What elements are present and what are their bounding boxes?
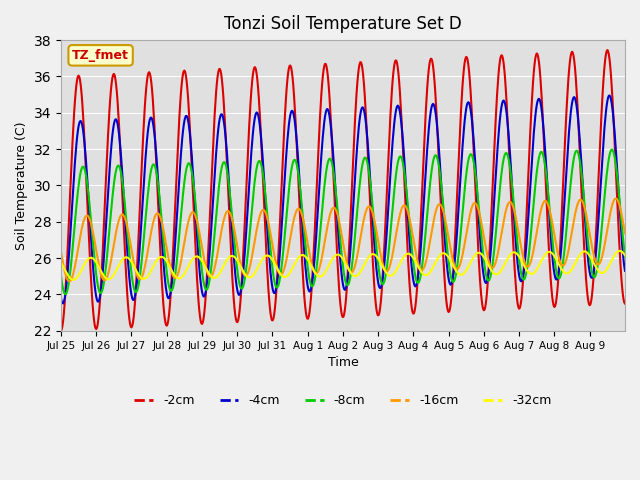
-16cm	[277, 272, 285, 277]
-8cm	[277, 270, 285, 276]
-2cm	[255, 94, 262, 100]
Title: Tonzi Soil Temperature Set D: Tonzi Soil Temperature Set D	[224, 15, 462, 33]
-16cm	[228, 215, 236, 220]
-4cm	[402, 180, 410, 186]
-2cm	[604, 47, 611, 53]
Text: TZ_fmet: TZ_fmet	[72, 49, 129, 62]
Line: -16cm: -16cm	[61, 199, 625, 281]
-2cm	[227, 246, 235, 252]
-4cm	[277, 237, 285, 243]
-32cm	[616, 248, 624, 254]
-8cm	[228, 207, 236, 213]
Y-axis label: Soil Temperature (C): Soil Temperature (C)	[15, 121, 28, 250]
-8cm	[124, 234, 132, 240]
-32cm	[255, 262, 263, 267]
-8cm	[61, 291, 69, 297]
-2cm	[621, 300, 629, 306]
-32cm	[434, 256, 442, 262]
-2cm	[124, 289, 131, 295]
Legend: -2cm, -4cm, -8cm, -16cm, -32cm: -2cm, -4cm, -8cm, -16cm, -32cm	[129, 389, 557, 412]
-16cm	[434, 204, 442, 209]
-8cm	[434, 156, 442, 162]
-4cm	[57, 295, 65, 301]
-32cm	[402, 252, 410, 257]
-2cm	[401, 194, 409, 200]
-32cm	[57, 260, 65, 265]
-8cm	[57, 272, 65, 278]
-16cm	[124, 227, 132, 232]
Line: -4cm: -4cm	[61, 96, 625, 303]
-4cm	[621, 268, 629, 274]
-16cm	[612, 196, 620, 202]
-16cm	[255, 214, 263, 220]
-2cm	[276, 217, 284, 223]
-8cm	[255, 158, 263, 164]
-2cm	[433, 114, 440, 120]
-16cm	[57, 249, 65, 254]
Line: -8cm: -8cm	[61, 150, 625, 294]
-4cm	[124, 256, 132, 262]
-16cm	[621, 230, 629, 236]
-32cm	[277, 272, 285, 277]
-4cm	[434, 127, 442, 133]
-2cm	[57, 328, 65, 334]
-8cm	[608, 147, 616, 153]
-32cm	[621, 252, 629, 258]
-32cm	[70, 277, 77, 283]
-16cm	[402, 204, 410, 209]
Line: -2cm: -2cm	[61, 50, 625, 331]
-4cm	[255, 120, 263, 125]
-8cm	[621, 254, 629, 260]
-32cm	[124, 255, 132, 261]
-4cm	[60, 300, 67, 306]
-16cm	[65, 278, 73, 284]
X-axis label: Time: Time	[328, 356, 358, 369]
-4cm	[605, 93, 613, 98]
Line: -32cm: -32cm	[61, 251, 625, 280]
-8cm	[402, 181, 410, 187]
-32cm	[228, 253, 236, 259]
-4cm	[228, 221, 236, 227]
